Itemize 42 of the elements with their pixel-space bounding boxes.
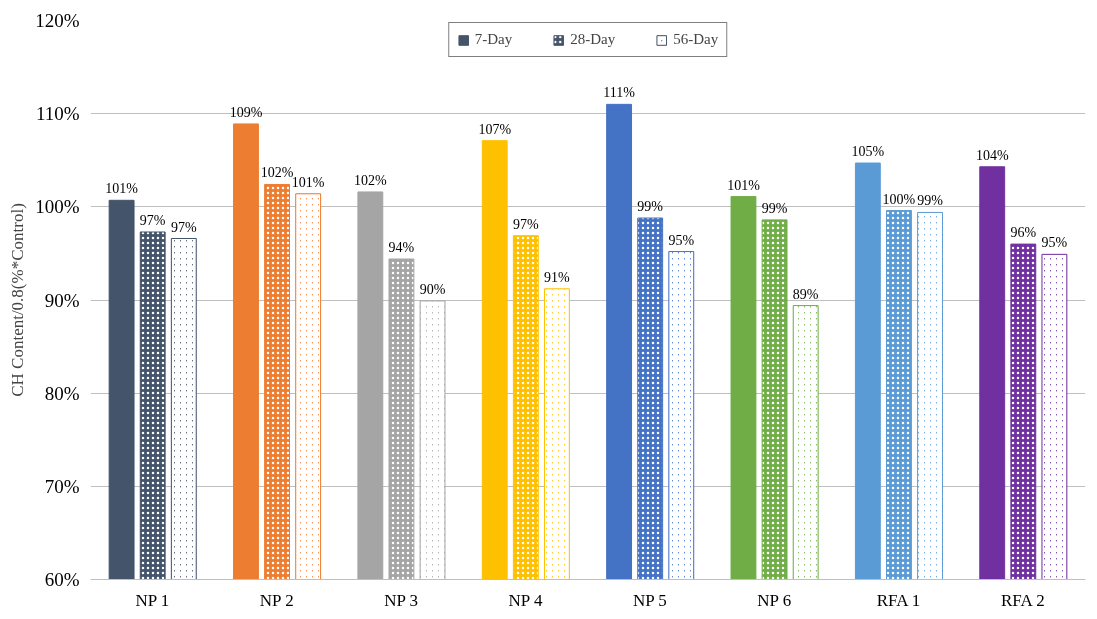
data-label: 101% bbox=[105, 181, 139, 197]
x-tick-label: NP 4 bbox=[508, 590, 543, 610]
y-tick-label: 70% bbox=[44, 475, 80, 497]
y-tick-label: 100% bbox=[35, 196, 80, 218]
data-label: 102% bbox=[354, 172, 388, 188]
data-label: 89% bbox=[792, 286, 819, 302]
legend-label: 56-Day bbox=[673, 31, 719, 48]
y-tick-label: 90% bbox=[44, 289, 80, 311]
data-label: 109% bbox=[229, 104, 263, 120]
legend-label: 28-Day bbox=[570, 31, 616, 48]
data-label: 105% bbox=[851, 144, 885, 160]
data-label: 101% bbox=[727, 177, 761, 193]
x-tick-label: NP 2 bbox=[259, 590, 294, 610]
y-tick-label: 80% bbox=[44, 382, 80, 404]
x-tick-label: NP 3 bbox=[384, 590, 419, 610]
x-tick-label: NP 6 bbox=[757, 590, 792, 610]
data-label: 104% bbox=[975, 147, 1009, 163]
data-label: 99% bbox=[917, 193, 944, 209]
data-label: 94% bbox=[388, 240, 415, 256]
x-tick-label: RFA 2 bbox=[1001, 590, 1045, 610]
data-label: 97% bbox=[170, 219, 197, 235]
legend-label: 7-Day bbox=[474, 31, 513, 48]
data-label: 95% bbox=[1041, 235, 1068, 251]
y-tick-label: 60% bbox=[44, 569, 80, 590]
data-label: 95% bbox=[668, 232, 695, 248]
data-label: 102% bbox=[260, 165, 294, 181]
x-tick-label: NP 1 bbox=[135, 590, 170, 610]
data-label: 111% bbox=[603, 85, 636, 101]
data-label: 99% bbox=[761, 200, 788, 216]
data-label: 97% bbox=[139, 212, 166, 228]
y-tick-label: 120% bbox=[35, 10, 80, 31]
data-label: 91% bbox=[544, 269, 571, 285]
x-tick-label: NP 5 bbox=[632, 590, 667, 610]
data-label: 90% bbox=[419, 281, 446, 297]
y-tick-label: 110% bbox=[35, 103, 80, 125]
x-tick-label: RFA 1 bbox=[876, 590, 921, 610]
data-label: 99% bbox=[637, 199, 664, 215]
data-label: 97% bbox=[512, 216, 539, 232]
data-label: 100% bbox=[882, 191, 916, 207]
y-axis-title: CH Content/0.8(%*Control) bbox=[8, 203, 28, 397]
data-label: 107% bbox=[478, 121, 512, 137]
data-label: 96% bbox=[1010, 225, 1037, 241]
